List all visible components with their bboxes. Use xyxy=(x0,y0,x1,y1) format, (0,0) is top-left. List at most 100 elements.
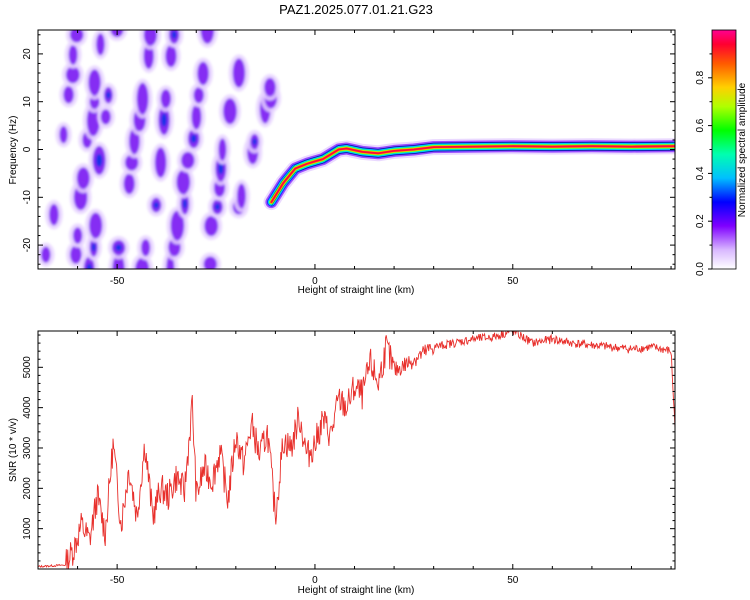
spectrogram-y-axis-label: Frequency (Hz) xyxy=(8,116,19,185)
noise-core xyxy=(41,246,51,263)
noise-core xyxy=(86,105,100,137)
colorbar: 0.0 0.2 0.4 0.6 0.8 Normalized spectral ampl… xyxy=(695,29,748,276)
noise-peak xyxy=(171,30,177,39)
y-tick-label: 2000 xyxy=(22,477,33,500)
noise-core xyxy=(68,44,78,65)
noise-core xyxy=(237,183,246,209)
noise-peak xyxy=(218,162,224,175)
noise-peak xyxy=(190,134,197,143)
noise-core xyxy=(181,151,195,169)
colorbar-tick-label: 0.6 xyxy=(695,118,706,132)
noise-core xyxy=(204,215,219,237)
noise-core xyxy=(191,104,202,130)
x-tick-label: 50 xyxy=(507,575,519,586)
signal-ridge xyxy=(263,138,675,211)
noise-core xyxy=(141,239,151,257)
noise-peak xyxy=(106,91,111,99)
y-tick-label: 20 xyxy=(22,48,33,60)
noise-core xyxy=(65,66,80,84)
noise-core xyxy=(154,147,167,178)
colorbar-bar xyxy=(711,29,737,270)
noise-streak-3 xyxy=(79,30,128,269)
noise-core xyxy=(203,256,217,269)
noise-core xyxy=(70,245,82,264)
x-tick-label: 0 xyxy=(312,276,318,287)
spectrogram-panel: -50 0 50 -20 -10 0 10 20 Height of straight lin… xyxy=(8,29,676,296)
noise-peak xyxy=(161,113,167,127)
noise-streak-4 xyxy=(107,30,162,269)
y-tick-label: 3000 xyxy=(22,436,33,459)
x-tick-label: -50 xyxy=(110,276,125,287)
colorbar-tick-label: 0.0 xyxy=(695,262,706,276)
noise-peak xyxy=(115,244,122,252)
colorbar-tick-label: 0.2 xyxy=(695,214,706,228)
noise-core xyxy=(135,257,150,269)
noise-streak-1 xyxy=(38,30,88,267)
noise-streak-7 xyxy=(199,54,250,269)
noise-core xyxy=(197,61,209,86)
snr-plot-area xyxy=(38,331,675,569)
noise-core xyxy=(170,210,185,241)
ridge-contour-lower xyxy=(271,149,675,207)
colorbar-tick-label: 0.8 xyxy=(695,70,706,84)
snr-y-axis-label: SNR (10 * v/v) xyxy=(8,418,19,482)
noise-core xyxy=(72,227,83,244)
noise-core xyxy=(123,173,135,195)
colorbar-label: Normalized spectral amplitude xyxy=(737,82,748,217)
snr-axes: -50 0 50 1000 2000 3000 4000 5000 xyxy=(22,331,675,586)
noise-core xyxy=(193,87,204,104)
noise-core xyxy=(176,169,191,195)
colorbar-ticks: 0.0 0.2 0.4 0.6 0.8 xyxy=(695,53,712,276)
y-tick-label: 4000 xyxy=(22,396,33,419)
noise-core xyxy=(100,109,111,125)
noise-streak-5 xyxy=(131,30,184,269)
spectrogram-x-axis-label: Height of straight line (km) xyxy=(298,285,415,296)
noise-core xyxy=(223,98,237,125)
noise-peak xyxy=(182,198,188,209)
noise-core xyxy=(49,203,59,226)
noise-peak xyxy=(91,243,96,252)
noise-core xyxy=(136,82,149,115)
y-tick-label: 10 xyxy=(22,96,33,108)
noise-core xyxy=(89,212,103,239)
noise-core xyxy=(160,89,172,108)
noise-streak-6 xyxy=(162,30,219,269)
noise-core xyxy=(124,154,139,171)
x-tick-label: -50 xyxy=(110,575,125,586)
y-tick-label: 1000 xyxy=(22,517,33,540)
noise-peak xyxy=(252,138,257,146)
noise-core xyxy=(88,69,101,96)
noise-peak xyxy=(153,201,159,209)
x-tick-label: 50 xyxy=(507,276,519,287)
spectrogram-image xyxy=(38,30,675,269)
y-tick-label: -10 xyxy=(22,190,33,205)
snr-x-axis-label: Height of straight line (km) xyxy=(298,585,415,596)
snr-panel: -50 0 50 1000 2000 3000 4000 5000 Height of str… xyxy=(8,330,676,596)
snr-series-line xyxy=(38,331,675,569)
noise-core xyxy=(59,126,68,144)
snr-frame xyxy=(37,330,676,570)
ridge-layer-8 xyxy=(270,145,675,203)
noise-peak xyxy=(86,263,92,269)
noise-core xyxy=(218,138,227,161)
y-tick-label: 0 xyxy=(22,146,33,152)
noise-streak-8 xyxy=(228,74,282,219)
figure-title: PAZ1.2025.077.01.21.G23 xyxy=(279,2,433,17)
y-tick-label: 5000 xyxy=(22,356,33,379)
y-tick-label: -20 xyxy=(22,237,33,252)
noise-core xyxy=(264,78,276,97)
colorbar-tick-label: 0.4 xyxy=(695,166,706,180)
noise-core xyxy=(232,58,246,88)
ridge-contour-upper xyxy=(271,141,675,199)
noise-peak xyxy=(214,203,221,211)
noise-core xyxy=(165,44,177,68)
noise-core xyxy=(143,30,158,46)
x-tick-label: 0 xyxy=(312,575,318,586)
noise-core xyxy=(200,30,215,44)
noise-core xyxy=(76,167,90,190)
noise-core xyxy=(63,86,74,104)
noise-peak xyxy=(95,153,103,167)
spectrogram-axes: -50 0 50 -20 -10 0 10 20 xyxy=(22,30,675,287)
noise-core xyxy=(96,33,105,56)
